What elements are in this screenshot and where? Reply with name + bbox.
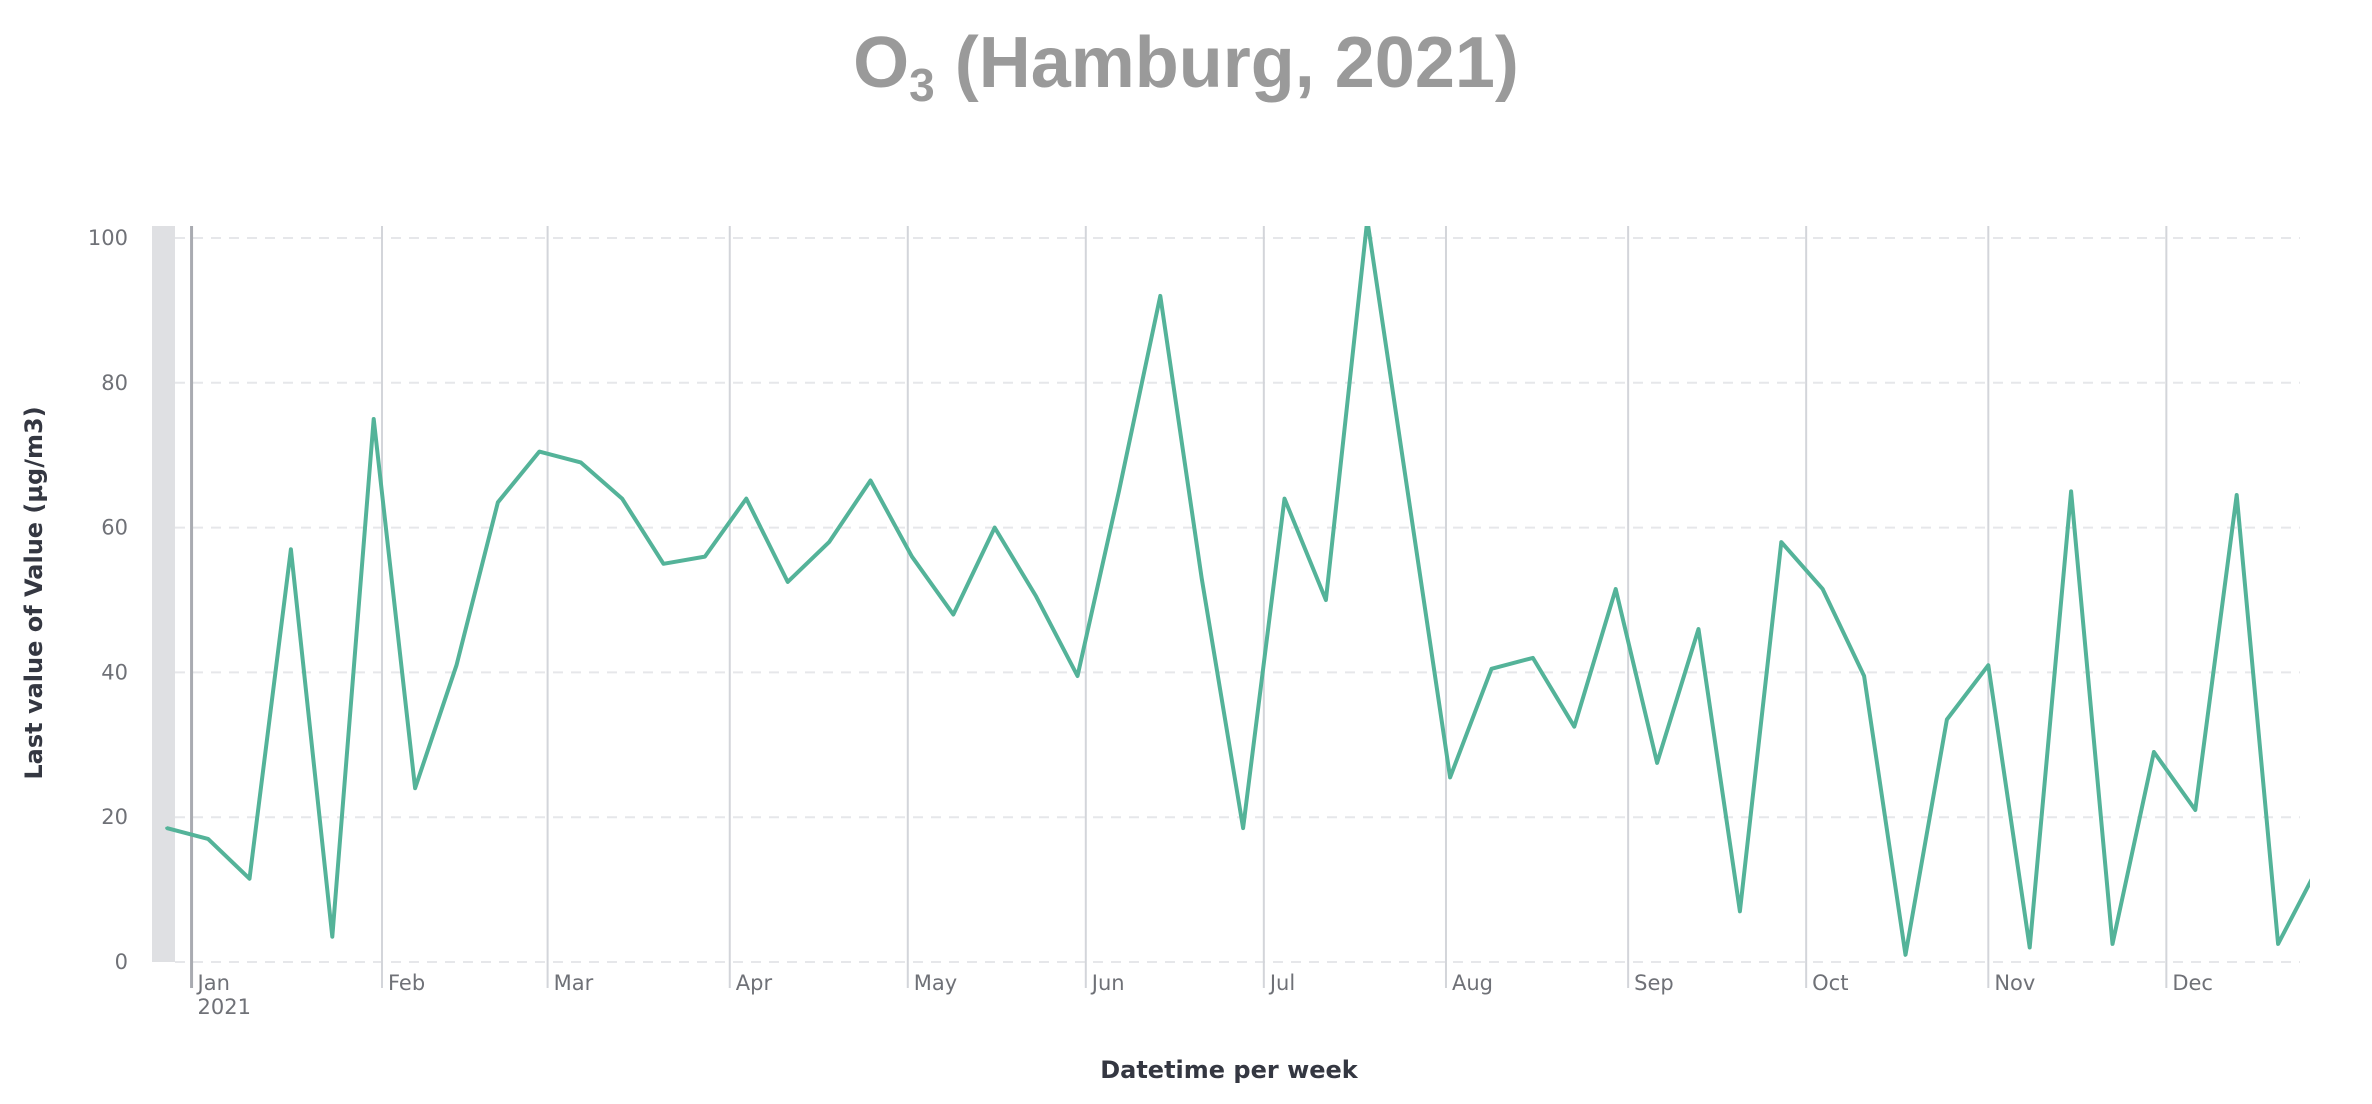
data-point xyxy=(1283,497,1286,501)
x-tick-label-mar: Mar xyxy=(554,971,594,995)
x-tick-label-oct: Oct xyxy=(1812,971,1848,995)
data-point xyxy=(2235,493,2239,497)
data-point xyxy=(537,450,541,454)
data-point xyxy=(1862,674,1866,678)
data-point xyxy=(1117,489,1121,493)
data-point xyxy=(248,877,251,881)
y-tick-label: 60 xyxy=(101,516,128,540)
data-point xyxy=(869,479,872,482)
y-tick-label: 0 xyxy=(115,950,128,974)
x-tick-label-sep: Sep xyxy=(1634,971,1674,995)
data-point xyxy=(1697,627,1700,631)
series-line-part-2 xyxy=(166,226,2310,957)
data-point xyxy=(1531,656,1535,660)
data-point xyxy=(703,555,707,559)
data-point xyxy=(1738,909,1742,913)
data-point xyxy=(165,826,169,830)
x-tick-label-jun: Jun xyxy=(1090,971,1125,995)
pre-period-band xyxy=(152,226,175,962)
tick-layer: 0 20 40 60 80 100 Jan Feb Mar Apr May Jun Jul Aug Sep O… xyxy=(88,226,2213,1019)
x-tick-label-aug: Aug xyxy=(1452,971,1493,995)
data-point xyxy=(1158,294,1162,298)
data-point xyxy=(2152,750,2156,754)
data-point xyxy=(1034,594,1038,598)
y-tick-label: 80 xyxy=(101,371,128,395)
chart-title: O3 (Hamburg, 2021) xyxy=(0,22,2372,111)
data-point xyxy=(1076,674,1079,678)
data-point xyxy=(910,555,914,559)
data-point xyxy=(413,786,417,790)
y-tick-label: 40 xyxy=(101,660,128,684)
x-tick-label-may: May xyxy=(914,971,957,995)
data-point xyxy=(827,540,831,544)
data-point xyxy=(1614,587,1618,591)
x-tick-label-jul: Jul xyxy=(1268,971,1295,995)
data-point xyxy=(620,497,624,501)
data-point xyxy=(1821,587,1825,591)
data-point xyxy=(2028,946,2032,949)
data-point xyxy=(993,526,997,530)
data-point xyxy=(1366,218,1369,221)
data-point xyxy=(2276,942,2280,946)
data-point xyxy=(1490,667,1493,671)
data-point xyxy=(1448,775,1452,779)
y-tick-label: 100 xyxy=(88,226,128,250)
data-point xyxy=(372,417,376,421)
data-point xyxy=(2069,489,2073,493)
data-point xyxy=(1241,826,1245,830)
x-tick-label-dec: Dec xyxy=(2172,971,2213,995)
data-point xyxy=(1904,953,1907,957)
x-tick-label-feb: Feb xyxy=(388,971,425,995)
x-axis-title: Datetime per week xyxy=(1100,1056,1359,1084)
data-point xyxy=(662,562,665,566)
data-point xyxy=(744,497,748,501)
grid-layer xyxy=(152,226,2300,988)
data-point xyxy=(1945,718,1949,721)
title-subscript: 3 xyxy=(909,59,935,111)
data-point xyxy=(1572,725,1576,729)
data-point xyxy=(206,837,210,841)
x-tick-label-apr: Apr xyxy=(736,971,773,995)
y-tick-label: 20 xyxy=(101,805,128,829)
data-point xyxy=(1200,576,1204,580)
data-point xyxy=(1779,540,1783,544)
data-point xyxy=(2318,863,2321,866)
y-axis-title: Last value of Value (µg/m3) xyxy=(20,406,48,779)
data-point xyxy=(2111,942,2114,946)
data-point xyxy=(1986,663,1990,667)
data-point xyxy=(2193,808,2197,812)
data-point xyxy=(786,580,790,584)
data-point xyxy=(496,500,500,504)
data-point xyxy=(289,547,293,551)
data-point xyxy=(1655,761,1659,765)
title-main: O xyxy=(853,23,910,103)
data-point xyxy=(579,460,583,464)
x-tick-label-nov: Nov xyxy=(1994,971,2035,995)
x-tick-label-year: 2021 xyxy=(198,995,251,1019)
data-point xyxy=(1324,598,1328,602)
title-rest: (Hamburg, 2021) xyxy=(934,23,1519,103)
series-layer xyxy=(165,218,2321,957)
data-point xyxy=(951,613,955,616)
data-point xyxy=(455,663,458,667)
x-tick-label-jan: Jan xyxy=(196,971,230,995)
data-point xyxy=(330,935,334,939)
